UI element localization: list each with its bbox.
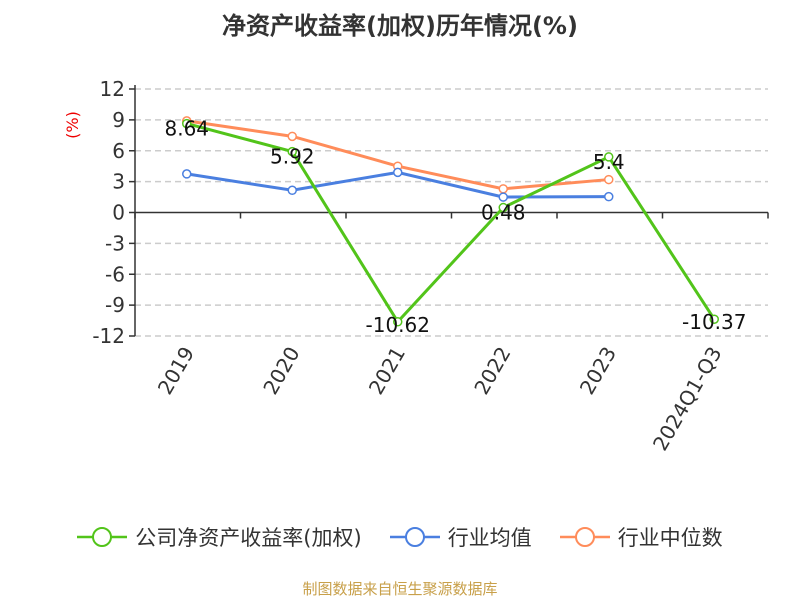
legend-label: 行业中位数 [617, 526, 723, 550]
x-tick-label: 2021 [364, 343, 410, 399]
legend-item[interactable]: 行业中位数 [559, 522, 723, 552]
legend-item[interactable]: 公司净资产收益率(加权) [77, 522, 362, 552]
y-tick-label: 0 [112, 201, 125, 225]
data-label: 0.48 [481, 201, 526, 225]
y-tick-label: -9 [105, 293, 125, 317]
series-line [186, 122, 716, 325]
data-point [182, 169, 192, 179]
data-point [604, 191, 614, 202]
data-point [287, 146, 297, 157]
x-tick-label: 2019 [153, 343, 199, 399]
data-point [287, 185, 297, 196]
x-tick-label: 2023 [575, 343, 621, 399]
data-label: 5.4 [593, 150, 625, 174]
data-label: 5.92 [270, 145, 315, 169]
data-point [498, 192, 508, 202]
data-label: -10.37 [682, 310, 746, 334]
y-tick-label: -12 [92, 324, 125, 348]
y-tick-label: -3 [105, 231, 125, 255]
legend-label: 行业均值 [447, 526, 532, 550]
data-point [604, 152, 614, 162]
y-tick-label: 3 [112, 170, 125, 194]
data-label: 8.64 [164, 117, 209, 141]
x-tick-label: 2020 [258, 343, 304, 399]
data-point [498, 184, 508, 194]
data-label: -10.62 [366, 313, 430, 337]
legend: 公司净资产收益率(加权) 行业均值 行业中位数 [0, 522, 800, 552]
data-point [182, 118, 192, 129]
x-tick-label: 2022 [469, 343, 515, 399]
legend-item[interactable]: 行业均值 [389, 522, 532, 552]
legend-line-icon [389, 527, 440, 547]
legend-line-icon [77, 527, 128, 547]
legend-line-icon [559, 527, 610, 547]
y-tick-label: 9 [112, 108, 125, 132]
data-point [498, 202, 508, 213]
legend-label: 公司净资产收益率(加权) [135, 526, 362, 550]
x-tick-label: 2024Q1-Q3 [648, 343, 727, 455]
y-tick-label: 6 [112, 139, 125, 163]
data-point [709, 314, 719, 324]
y-tick-label: -6 [105, 262, 125, 286]
y-axis-label: (%) [63, 111, 82, 139]
data-point [287, 131, 297, 142]
source-note: 制图数据来自恒生聚源数据库 [302, 580, 498, 598]
data-point [604, 174, 614, 185]
y-tick-label: 12 [100, 77, 125, 101]
chart-title: 净资产收益率(加权)历年情况(%) [222, 12, 578, 40]
data-point [393, 167, 403, 178]
data-point [393, 317, 403, 327]
series-line [186, 119, 609, 191]
